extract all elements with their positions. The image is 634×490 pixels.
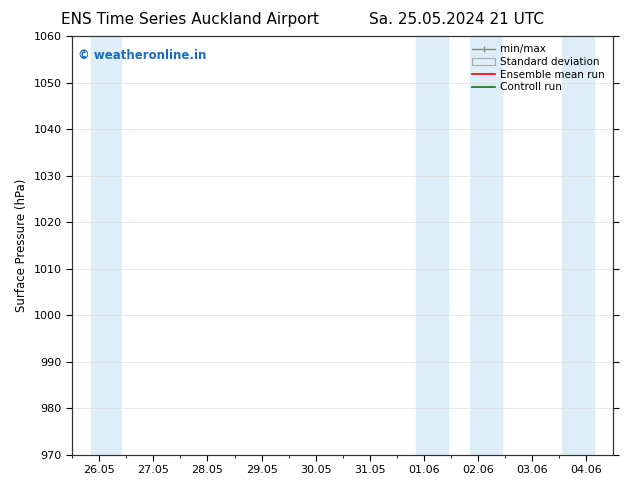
Bar [416,36,448,455]
Legend: min/max, Standard deviation, Ensemble mean run, Controll run: min/max, Standard deviation, Ensemble me… [469,41,608,96]
Bar [562,36,595,455]
Y-axis label: Surface Pressure (hPa): Surface Pressure (hPa) [15,179,28,312]
Bar [91,36,121,455]
Text: © weatheronline.in: © weatheronline.in [77,49,206,62]
Bar [470,36,503,455]
Text: ENS Time Series Auckland Airport: ENS Time Series Auckland Airport [61,12,319,27]
Text: Sa. 25.05.2024 21 UTC: Sa. 25.05.2024 21 UTC [369,12,544,27]
